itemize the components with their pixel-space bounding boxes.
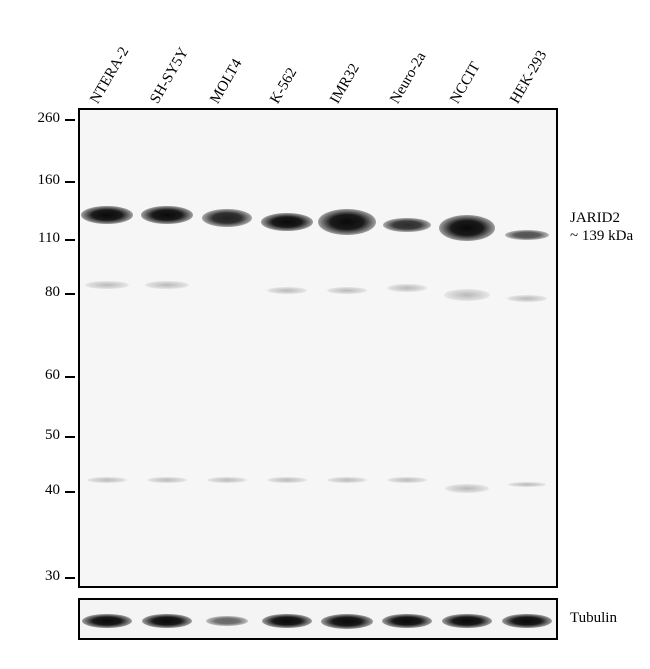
jarid2-band: [81, 206, 133, 224]
tubulin-band: [206, 616, 248, 626]
faint-band: [87, 477, 127, 483]
mw-label: 160: [20, 172, 60, 189]
mw-tick: [65, 577, 75, 579]
tubulin-band: [382, 614, 432, 628]
mw-label: 60: [20, 367, 60, 384]
faint-band: [85, 281, 129, 289]
mw-label: 50: [20, 427, 60, 444]
lane-label: NTERA-2: [87, 44, 133, 107]
faint-band: [145, 281, 189, 289]
mw-label: 260: [20, 110, 60, 127]
jarid2-band: [439, 215, 495, 241]
lane-label: MOLT4: [207, 56, 246, 107]
faint-band: [327, 287, 367, 294]
faint-band: [445, 484, 489, 493]
mw-tick: [65, 436, 75, 438]
mw-label: 30: [20, 568, 60, 585]
lane-label: IMR32: [327, 61, 363, 107]
faint-band: [387, 284, 427, 292]
jarid2-band: [261, 213, 313, 231]
lane-label: Neuro-2a: [387, 49, 430, 107]
mw-tick: [65, 181, 75, 183]
mw-tick: [65, 239, 75, 241]
mw-tick: [65, 293, 75, 295]
lane-label: K-562: [267, 65, 301, 107]
jarid2-band: [505, 230, 549, 240]
mw-label: 80: [20, 284, 60, 301]
jarid2-band: [383, 218, 431, 232]
faint-band: [207, 477, 247, 483]
mw-tick: [65, 376, 75, 378]
mw-label: 110: [20, 230, 60, 247]
loading-label: Tubulin: [570, 610, 617, 627]
western-blot-figure: NTERA-2 SH-SY5Y MOLT4 K-562 IMR32 Neuro-…: [0, 0, 650, 669]
faint-band: [267, 287, 307, 294]
faint-band: [327, 477, 367, 483]
faint-band: [444, 289, 490, 301]
tubulin-band: [321, 614, 373, 629]
faint-band: [508, 482, 546, 487]
lane-label: NCCIT: [447, 60, 484, 107]
tubulin-band: [142, 614, 192, 628]
lane-label: SH-SY5Y: [147, 45, 193, 107]
jarid2-band: [202, 209, 252, 227]
mw-tick: [65, 119, 75, 121]
main-blot: [78, 108, 558, 588]
tubulin-band: [502, 614, 552, 628]
faint-band: [147, 477, 187, 483]
mw-label: 40: [20, 482, 60, 499]
mw-tick: [65, 491, 75, 493]
tubulin-band: [262, 614, 312, 628]
tubulin-band: [442, 614, 492, 628]
faint-band: [507, 295, 547, 302]
faint-band: [267, 477, 307, 483]
target-label-line1: JARID2: [570, 210, 620, 227]
jarid2-band: [318, 209, 376, 235]
faint-band: [387, 477, 427, 483]
lane-label: HEK-293: [507, 48, 551, 107]
jarid2-band: [141, 206, 193, 224]
target-label-line2: ~ 139 kDa: [570, 228, 633, 245]
tubulin-band: [82, 614, 132, 628]
tubulin-blot: [78, 598, 558, 640]
